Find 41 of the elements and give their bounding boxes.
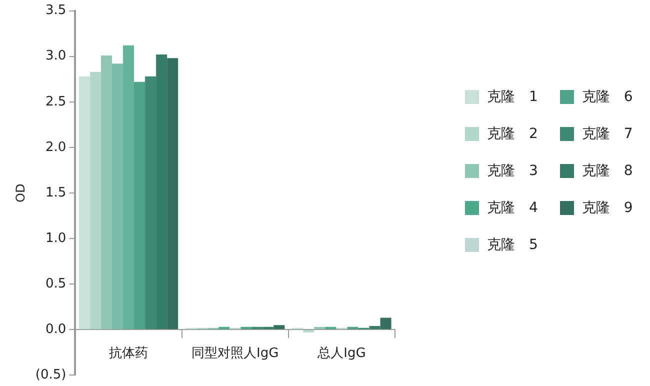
legend-label: 克隆 2 — [487, 124, 538, 142]
bar — [325, 326, 336, 330]
legend-label: 克隆 6 — [582, 88, 633, 106]
bar — [156, 54, 168, 330]
bar — [112, 64, 124, 330]
y-axis-title: OD — [13, 184, 28, 202]
bar — [123, 45, 134, 330]
bar — [134, 82, 146, 330]
legend-label: 克隆 7 — [582, 124, 633, 142]
legend-label: 克隆 9 — [582, 198, 633, 216]
bar — [240, 326, 252, 330]
bar — [347, 326, 358, 330]
x-tick-label: 总人IgG — [316, 346, 366, 361]
bar — [252, 326, 263, 330]
legend-label: 克隆 5 — [487, 236, 538, 254]
bar — [274, 325, 285, 330]
x-tick-label: 同型对照人IgG — [192, 346, 279, 361]
y-tick-label: 1.5 — [46, 185, 66, 200]
legend-label: 克隆 3 — [487, 162, 538, 180]
y-tick-label: 2.0 — [46, 140, 66, 155]
bar — [314, 326, 326, 330]
bar — [262, 326, 274, 330]
bar — [218, 326, 230, 330]
bar — [167, 58, 178, 330]
bar — [90, 72, 101, 330]
legend-label: 克隆 4 — [487, 198, 538, 216]
y-tick-label: 3.0 — [46, 48, 66, 64]
legend-label: 克隆 1 — [487, 88, 538, 106]
bar — [78, 76, 90, 330]
bar — [145, 76, 156, 330]
y-tick-label: 3.5 — [46, 3, 66, 18]
bar — [369, 326, 380, 330]
y-tick-label: (0.5) — [35, 368, 66, 383]
y-tick-label: 1.0 — [46, 230, 66, 246]
bar — [100, 55, 112, 330]
y-tick-label: 2.5 — [46, 94, 66, 110]
x-tick-label: 抗体药 — [109, 346, 148, 361]
legend-label: 克隆 8 — [582, 162, 633, 180]
y-tick-label: 0.5 — [46, 276, 66, 292]
bar — [380, 318, 392, 330]
y-tick-label: 0.0 — [46, 322, 66, 338]
